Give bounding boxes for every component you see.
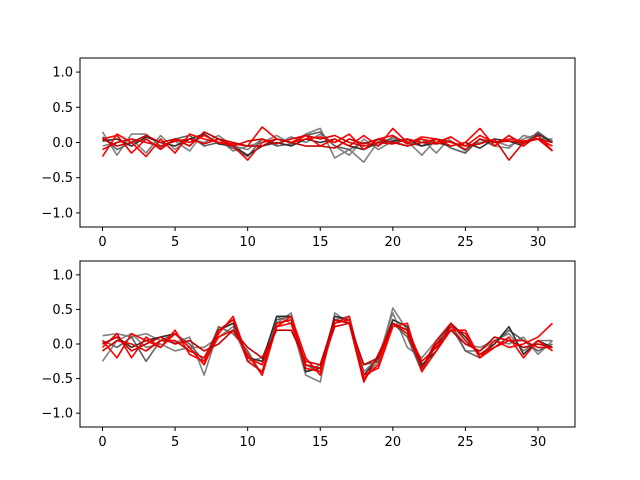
y-tick-label: 0.5 [52, 303, 73, 318]
x-tick-label: 15 [312, 235, 329, 250]
y-tick-label: 1.0 [52, 66, 73, 81]
x-tick-label: 5 [171, 435, 179, 450]
series-line-8 [102, 131, 553, 151]
y-tick-label: 0.5 [52, 101, 73, 116]
x-tick-label: 20 [385, 235, 402, 250]
x-tick-label: 25 [457, 235, 474, 250]
x-tick-label: 0 [98, 235, 106, 250]
y-tick-label: −0.5 [41, 171, 73, 186]
series-line-7 [102, 318, 553, 383]
y-tick-label: −1.0 [41, 407, 73, 422]
x-tick-label: 25 [457, 435, 474, 450]
y-tick-label: −0.5 [41, 372, 73, 387]
x-tick-label: 10 [239, 235, 256, 250]
x-tick-label: 0 [98, 435, 106, 450]
axes-top: 0 5 10 15 20 25 30 −1.0 −0.5 0.0 0.5 1.0 [41, 57, 576, 250]
series-line-4 [102, 133, 553, 156]
y-tick-label: 0.0 [52, 136, 73, 151]
series-line-5 [101, 127, 554, 161]
x-tick-label: 20 [385, 435, 402, 450]
y-tick-label: 1.0 [52, 268, 73, 283]
x-tick-label: 15 [312, 435, 329, 450]
x-tick-label: 5 [171, 235, 179, 250]
y-tick-label: −1.0 [41, 206, 73, 221]
y-tick-label: 0.0 [52, 338, 73, 353]
axes-bottom: 0 5 10 15 20 25 30 −1.0 −0.5 0.0 0.5 1.0 [41, 260, 576, 450]
x-tick-label: 10 [239, 435, 256, 450]
x-tick-label: 30 [530, 435, 547, 450]
series-line-8 [102, 318, 553, 370]
x-tick-label: 30 [530, 235, 547, 250]
